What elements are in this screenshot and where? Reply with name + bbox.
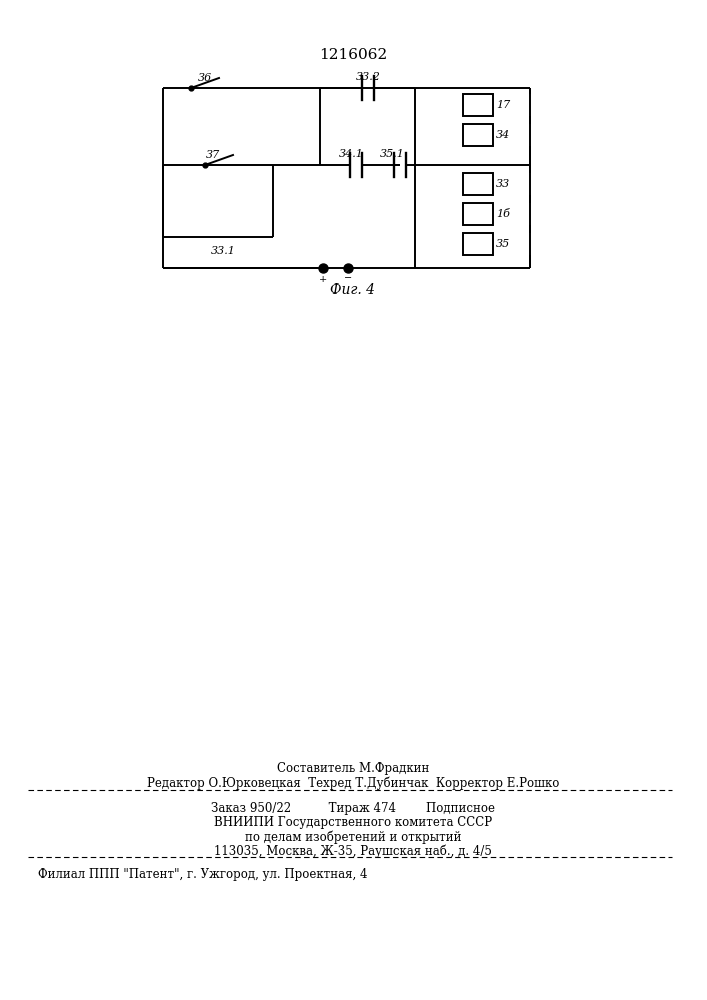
Text: 33.2: 33.2	[356, 72, 380, 82]
Text: 33.1: 33.1	[211, 246, 235, 256]
Text: 113035, Москва, Ж-35, Раушская наб., д. 4/5: 113035, Москва, Ж-35, Раушская наб., д. …	[214, 844, 492, 857]
Text: 36: 36	[198, 73, 212, 83]
Text: Составитель М.Фрадкин: Составитель М.Фрадкин	[277, 762, 429, 775]
Bar	[463, 94, 493, 116]
Bar	[463, 203, 493, 225]
Text: Фиг. 4: Фиг. 4	[330, 283, 375, 297]
Text: 34.1: 34.1	[339, 149, 363, 159]
Text: Филиал ППП "Патент", г. Ужгород, ул. Проектная, 4: Филиал ППП "Патент", г. Ужгород, ул. Про…	[38, 868, 368, 881]
Text: 1б: 1б	[496, 209, 510, 219]
Text: −: −	[344, 274, 352, 284]
Text: Редактор О.Юрковецкая  Техред Т.Дубинчак  Корректор Е.Рошко: Редактор О.Юрковецкая Техред Т.Дубинчак …	[147, 776, 559, 790]
Text: по делам изобретений и открытий: по делам изобретений и открытий	[245, 830, 461, 844]
Text: 37: 37	[206, 150, 220, 160]
Text: 33: 33	[496, 179, 510, 189]
Text: 17: 17	[496, 100, 510, 110]
Bar	[463, 124, 493, 146]
Text: 35: 35	[496, 239, 510, 249]
Text: 35.1: 35.1	[380, 149, 404, 159]
Text: +: +	[319, 274, 327, 284]
Text: 34: 34	[496, 130, 510, 140]
Bar	[463, 173, 493, 195]
Bar	[463, 233, 493, 255]
Text: Заказ 950/22          Тираж 474        Подписное: Заказ 950/22 Тираж 474 Подписное	[211, 802, 495, 815]
Text: ВНИИПИ Государственного комитета СССР: ВНИИПИ Государственного комитета СССР	[214, 816, 492, 829]
Text: 1216062: 1216062	[319, 48, 387, 62]
